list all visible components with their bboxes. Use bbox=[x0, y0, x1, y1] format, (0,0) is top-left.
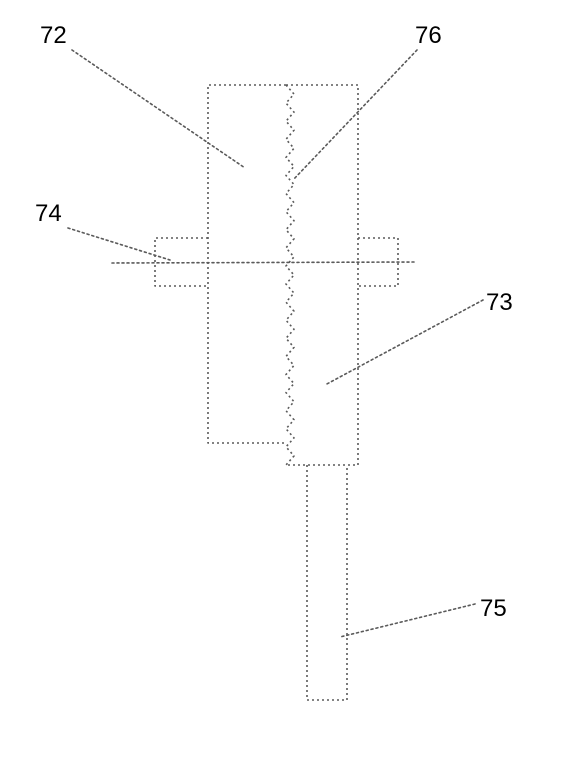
leader-l74 bbox=[68, 228, 170, 260]
leader-l72 bbox=[72, 50, 245, 168]
block-72 bbox=[208, 85, 286, 443]
block-73 bbox=[286, 85, 358, 465]
leader-l76 bbox=[293, 50, 417, 180]
axis-line bbox=[112, 262, 415, 263]
stub-74 bbox=[155, 238, 208, 286]
leader-l75 bbox=[340, 604, 475, 637]
diagram-canvas bbox=[0, 0, 580, 766]
label-72: 72 bbox=[40, 22, 67, 50]
label-73: 73 bbox=[486, 289, 513, 317]
label-76: 76 bbox=[415, 22, 442, 50]
label-75: 75 bbox=[480, 595, 507, 623]
zigzag-76 bbox=[286, 85, 294, 465]
label-74: 74 bbox=[35, 200, 62, 228]
leader-l73 bbox=[325, 300, 483, 385]
bar-75 bbox=[307, 465, 347, 700]
